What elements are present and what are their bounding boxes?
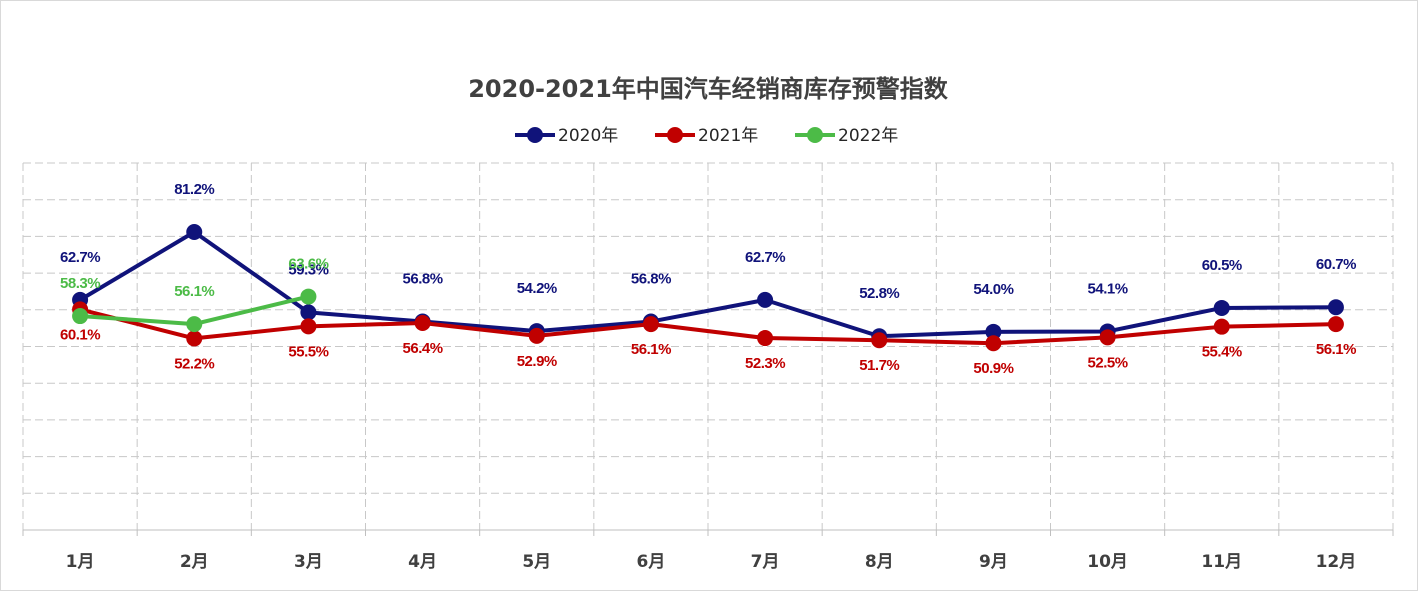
data-label: 55.4% bbox=[1202, 344, 1242, 361]
data-label: 56.1% bbox=[631, 341, 671, 358]
data-point bbox=[1213, 299, 1230, 316]
legend-label: 2022年 bbox=[838, 126, 898, 146]
data-point bbox=[186, 330, 203, 347]
x-tick-label: 1月 bbox=[66, 552, 95, 572]
data-label: 81.2% bbox=[174, 181, 214, 198]
x-tick-label: 10月 bbox=[1087, 552, 1128, 572]
data-label: 56.8% bbox=[631, 271, 671, 288]
data-label: 58.3% bbox=[60, 275, 100, 292]
series-line bbox=[79, 307, 1336, 346]
data-label: 60.5% bbox=[1202, 257, 1242, 274]
data-label: 62.7% bbox=[745, 249, 785, 266]
data-point bbox=[871, 332, 888, 349]
data-label: 55.5% bbox=[288, 343, 328, 360]
legend-marker bbox=[807, 127, 823, 143]
data-label: 52.9% bbox=[517, 353, 557, 370]
data-point bbox=[1327, 316, 1344, 333]
data-label: 52.3% bbox=[745, 355, 785, 372]
x-tick-label: 4月 bbox=[408, 552, 437, 572]
data-label: 51.7% bbox=[859, 357, 899, 374]
data-point bbox=[1213, 318, 1230, 335]
data-point bbox=[300, 318, 317, 335]
x-tick-label: 6月 bbox=[636, 552, 665, 572]
data-label: 52.2% bbox=[174, 355, 214, 372]
x-tick-label: 5月 bbox=[522, 552, 551, 572]
data-label: 56.4% bbox=[403, 340, 443, 357]
x-tick-label: 11月 bbox=[1201, 552, 1242, 572]
data-point bbox=[757, 291, 774, 308]
data-label: 54.2% bbox=[517, 280, 557, 297]
x-tick-label: 12月 bbox=[1316, 552, 1357, 572]
data-point bbox=[642, 316, 659, 333]
data-point bbox=[1099, 329, 1116, 346]
data-point bbox=[985, 335, 1002, 352]
data-label: 56.8% bbox=[403, 271, 443, 288]
data-label: 63.6% bbox=[288, 256, 328, 273]
data-label: 60.1% bbox=[60, 326, 100, 343]
data-label: 54.1% bbox=[1088, 280, 1128, 297]
x-tick-label: 2月 bbox=[180, 552, 209, 572]
data-point bbox=[757, 330, 774, 347]
data-label: 62.7% bbox=[60, 249, 100, 266]
data-point bbox=[300, 288, 317, 305]
legend-label: 2020年 bbox=[558, 126, 618, 146]
data-point bbox=[985, 323, 1002, 340]
series-line bbox=[79, 229, 1336, 339]
data-point bbox=[300, 304, 317, 321]
x-tick-label: 9月 bbox=[979, 552, 1008, 572]
data-label: 50.9% bbox=[973, 360, 1013, 377]
data-point bbox=[414, 315, 431, 332]
data-point bbox=[528, 327, 545, 344]
x-tick-label: 7月 bbox=[751, 552, 780, 572]
legend-marker bbox=[667, 127, 683, 143]
data-label: 56.1% bbox=[1316, 341, 1356, 358]
data-label: 60.7% bbox=[1316, 256, 1356, 273]
data-label: 52.8% bbox=[859, 285, 899, 302]
chart-title: 2020-2021年中国汽车经销商库存预警指数 bbox=[468, 75, 949, 103]
data-point bbox=[72, 308, 89, 325]
x-tick-label: 3月 bbox=[294, 552, 323, 572]
x-tick-label: 8月 bbox=[865, 552, 894, 572]
data-label: 59.3% bbox=[288, 261, 328, 278]
legend-marker bbox=[527, 127, 543, 143]
data-label: 56.1% bbox=[174, 283, 214, 300]
data-point bbox=[1327, 299, 1344, 316]
data-label: 52.5% bbox=[1088, 354, 1128, 371]
data-label: 54.0% bbox=[973, 281, 1013, 298]
data-point bbox=[186, 316, 203, 333]
legend-label: 2021年 bbox=[698, 126, 758, 146]
data-point bbox=[186, 223, 203, 240]
